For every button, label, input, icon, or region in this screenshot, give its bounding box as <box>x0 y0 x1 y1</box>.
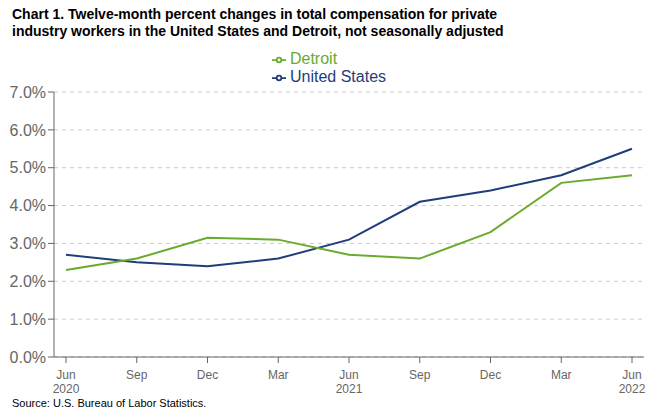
svg-text:Mar: Mar <box>551 368 572 382</box>
svg-text:Jun2021: Jun2021 <box>336 368 363 396</box>
svg-text:Jun2020: Jun2020 <box>53 368 80 396</box>
html-text:Source: U.S. Bureau of Labor S: Source: U.S. Bureau of Labor Statistics. <box>12 397 207 409</box>
svg-text:Jun2022: Jun2022 <box>619 368 646 396</box>
svg-text:7.0%: 7.0% <box>10 84 46 101</box>
svg-text:Dec: Dec <box>480 368 501 382</box>
html-text:Chart 1. Twelve-month percent: Chart 1. Twelve-month percent changes in… <box>12 6 498 22</box>
svg-text:1.0%: 1.0% <box>10 311 46 328</box>
svg-text:Sep: Sep <box>126 368 148 382</box>
html-text:industry workers in the United: industry workers in the United States an… <box>12 23 504 39</box>
html-text:United States: United States <box>290 68 386 85</box>
svg-text:Sep: Sep <box>409 368 431 382</box>
svg-text:4.0%: 4.0% <box>10 197 46 214</box>
svg-text:6.0%: 6.0% <box>10 122 46 139</box>
svg-text:5.0%: 5.0% <box>10 159 46 176</box>
svg-text:Mar: Mar <box>268 368 289 382</box>
svg-text:3.0%: 3.0% <box>10 235 46 252</box>
svg-text:Dec: Dec <box>197 368 218 382</box>
html-text:Detroit: Detroit <box>290 50 338 67</box>
svg-text:0.0%: 0.0% <box>10 349 46 366</box>
svg-text:2.0%: 2.0% <box>10 273 46 290</box>
